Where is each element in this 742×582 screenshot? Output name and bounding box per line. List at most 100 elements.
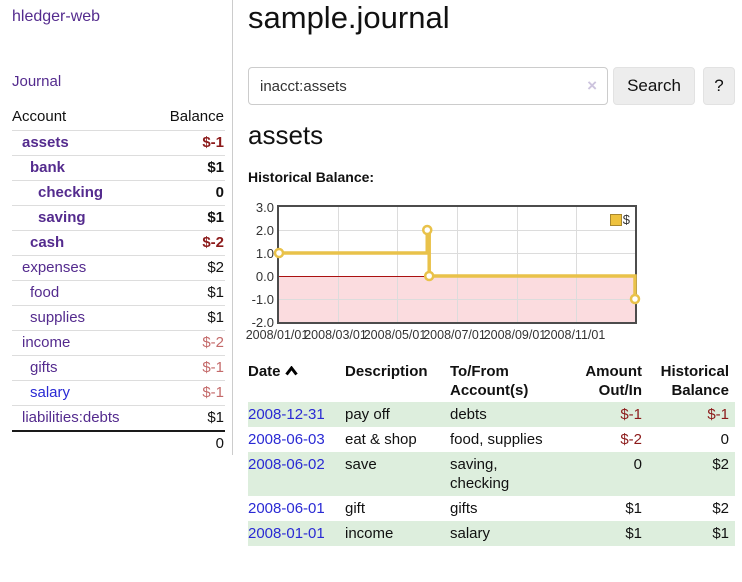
account-link-saving[interactable]: saving [38,209,86,226]
transaction-accounts: saving, checking [450,456,510,492]
table-row: 2008-12-31 pay off debts $-1 $-1 [248,402,735,427]
account-row-food: food $1 [12,280,225,306]
table-row: 2008-01-01 income salary $1 $1 [248,521,735,546]
search-input[interactable] [248,67,608,105]
x-tick-label: 2008/05/01 [363,328,427,342]
account-row-liabilities-debts: liabilities:debts $1 [12,405,225,431]
transaction-date-link[interactable]: 2008-06-02 [248,456,325,473]
y-tick-label: 1.0 [255,246,274,261]
transaction-date-link[interactable]: 2008-01-01 [248,525,325,542]
account-balance: $1 [152,405,225,431]
account-row-checking: checking 0 [12,180,225,206]
account-row-bank: bank $1 [12,155,225,181]
account-link-liabilities-debts[interactable]: liabilities:debts [22,409,120,426]
account-row-expenses: expenses $2 [12,255,225,281]
sidebar-item-journal[interactable]: Journal [12,73,62,90]
register-header-amount: Amount Out/In [585,363,642,399]
transaction-date-link[interactable]: 2008-12-31 [248,406,325,423]
help-button[interactable]: ? [703,67,735,105]
account-heading: assets [248,120,324,150]
y-tick-label: -1.0 [251,292,274,307]
account-link-food[interactable]: food [30,284,60,301]
transaction-balance: $2 [712,500,729,517]
transaction-amount: 0 [633,456,642,473]
account-link-salary[interactable]: salary [30,384,71,401]
register-header-row: Date Description To/From Account(s) Amou… [248,360,735,402]
accounts-header-account: Account [12,108,67,125]
account-balance: $1 [152,205,225,231]
account-row-income: income $-2 [12,330,225,356]
register-table: Date Description To/From Account(s) Amou… [248,360,735,546]
data-point-marker [273,247,285,259]
table-row: 2008-06-01 gift gifts $1 $2 [248,496,735,521]
v-gridline [397,207,399,322]
accounts-header-row: Account Balance [12,104,225,131]
legend-label: $ [622,212,630,227]
v-gridline [516,207,518,322]
x-tick-label: 2008/03/01 [304,328,367,342]
search-box: × [248,67,608,105]
account-link-gifts[interactable]: gifts [30,359,58,376]
transaction-amount: $-2 [620,431,642,448]
balance-chart: 3.0 2.0 1.0 0.0 -1.0 -2.0 $ 2008/01/01 2008/03… [246,200,641,345]
register-header-date[interactable]: Date [248,360,345,402]
account-link-income[interactable]: income [22,334,71,351]
account-link-expenses[interactable]: expenses [22,259,87,276]
search-button[interactable]: Search [613,67,695,105]
account-row-assets: assets $-1 [12,130,225,156]
x-tick-label: 2008/01/01 [245,328,309,342]
plot-area: $ [273,205,641,324]
account-link-assets[interactable]: assets [22,134,69,151]
account-link-cash[interactable]: cash [30,234,65,251]
transaction-balance: $2 [712,456,729,473]
page-title: sample.journal [248,0,450,35]
y-tick-label: -2.0 [251,315,274,330]
x-tick-label: 2008/11/01 [543,328,606,342]
account-link-checking[interactable]: checking [38,184,104,201]
account-balance: $-2 [152,230,225,256]
transaction-description: save [345,456,377,473]
transaction-balance: $1 [712,525,729,542]
transaction-balance: 0 [720,431,729,448]
account-balance: $-1 [152,355,225,381]
v-gridline [576,207,578,322]
transaction-accounts: gifts [450,500,478,517]
account-row-saving: saving $1 [12,205,225,231]
x-tick-label: 2008/09/01 [483,328,547,342]
data-point-marker [422,224,433,236]
account-link-bank[interactable]: bank [30,159,66,176]
clear-search-icon[interactable]: × [587,76,597,95]
brand-link[interactable]: hledger-web [12,8,101,25]
accounts-total-row: 0 [12,430,225,456]
y-tick-label: 3.0 [255,200,274,215]
y-tick-label: 0.0 [255,269,274,284]
data-point-marker [423,270,435,282]
transaction-date-link[interactable]: 2008-06-01 [248,500,325,517]
main-content: sample.journal × Search ? assets Histori… [246,0,742,582]
table-row: 2008-06-03 eat & shop food, supplies $-2… [248,427,735,452]
chart-title: Historical Balance: [248,169,375,185]
transaction-accounts: debts [450,406,487,423]
transaction-description: gift [345,500,366,517]
accounts-header-balance: Balance [169,108,224,125]
accounts-table: Account Balance assets $-1 bank $1 check… [12,104,225,456]
account-balance: $1 [152,280,225,306]
data-point-marker [629,293,641,305]
x-axis-labels: 2008/01/01 2008/03/01 2008/05/01 2008/07/01… [246,328,637,343]
account-balance: $1 [152,305,225,331]
transaction-date-link[interactable]: 2008-06-03 [248,431,325,448]
transaction-description: pay off [345,406,390,423]
accounts-total-value: 0 [152,430,225,456]
balance-line [273,224,641,305]
sidebar: hledger-web Journal Account Balance asse… [0,0,233,456]
account-link-supplies[interactable]: supplies [30,309,86,326]
y-tick-label: 2.0 [255,223,274,238]
account-row-gifts: gifts $-1 [12,355,225,381]
account-row-salary: salary $-1 [12,380,225,406]
transaction-description: eat & shop [345,431,417,448]
register-header-description: Description [345,363,428,380]
register-header-balance: Historical Balance [660,363,729,399]
chart-legend: $ [609,212,630,227]
account-balance: $-1 [152,380,225,406]
account-balance: $-2 [152,330,225,356]
